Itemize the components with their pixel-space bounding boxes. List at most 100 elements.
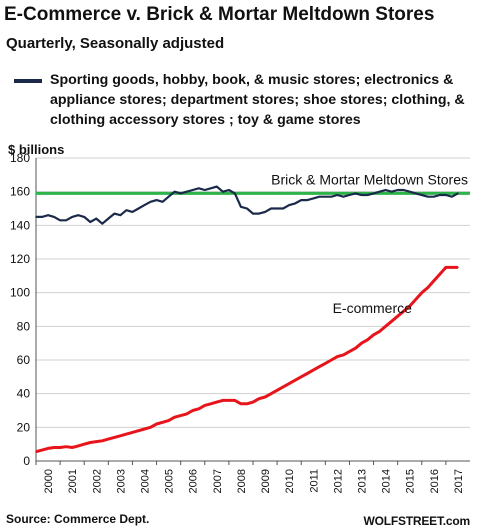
series-0-point-41 (282, 207, 284, 210)
series-1-point-12 (107, 438, 110, 440)
series-1-point-59 (390, 320, 393, 323)
series-0-point-64 (420, 194, 423, 196)
series-0-point-34 (240, 206, 242, 208)
series-1-point-60 (396, 315, 399, 318)
y-tick-label-20: 20 (17, 420, 31, 434)
series-0-point-36 (252, 212, 254, 215)
series-0-point-2 (47, 214, 49, 217)
chart-title: E-Commerce v. Brick & Mortar Meltdown St… (4, 4, 435, 25)
series-1-point-37 (258, 397, 260, 400)
series-1-point-32 (228, 399, 230, 402)
series-1-point-18 (143, 428, 146, 430)
series-1-point-21 (161, 421, 164, 424)
series-0-point-39 (270, 207, 272, 210)
series-0-point-30 (216, 185, 218, 188)
x-tick-label-2003: 2003 (115, 469, 127, 493)
y-tick-label-0: 0 (23, 454, 30, 468)
series-0-point-10 (95, 217, 98, 220)
series-0-point-49 (330, 195, 333, 198)
series-0-point-7 (77, 214, 79, 217)
series-0-point-65 (427, 195, 429, 198)
x-tick-label-2007: 2007 (212, 469, 224, 493)
series-0-point-46 (312, 197, 315, 200)
series-1-point-46 (312, 369, 315, 371)
series-1-point-23 (173, 416, 176, 419)
series-0-point-9 (89, 221, 92, 223)
series-0-point-19 (149, 200, 152, 203)
series-0-point-31 (222, 190, 224, 193)
series-0-point-22 (167, 195, 170, 198)
series-0-point-6 (71, 216, 73, 218)
series-0-point-35 (246, 207, 248, 210)
series-0-point-40 (276, 207, 278, 210)
series-1-point-27 (197, 408, 200, 410)
series-1-point-24 (179, 414, 182, 417)
series-0-point-21 (161, 200, 164, 203)
series-0-point-13 (113, 212, 116, 215)
series-0-point-18 (143, 204, 146, 206)
series-1-point-17 (137, 429, 140, 432)
series-1-point-50 (336, 355, 339, 358)
series-0-point-67 (439, 194, 441, 196)
series-1-point-57 (378, 330, 381, 333)
x-tick-label-2004: 2004 (140, 469, 152, 493)
series-1-point-47 (318, 365, 321, 368)
series-0-point-54 (360, 194, 363, 196)
series-0-point-3 (53, 216, 55, 218)
series-1-point-8 (83, 443, 86, 445)
legend: Sporting goods, hobby, book, & music sto… (10, 70, 470, 130)
series-0-point-4 (59, 219, 61, 222)
x-tick-label-2017: 2017 (453, 469, 465, 493)
x-tick-label-2001: 2001 (67, 469, 79, 493)
series-1-point-38 (264, 396, 266, 398)
y-tick-label-80: 80 (17, 319, 31, 333)
series-1-point-20 (155, 423, 158, 425)
series-1-point-4 (59, 446, 61, 449)
series-0-point-29 (210, 187, 212, 190)
series-0-point-45 (306, 199, 309, 201)
series-1-point-19 (149, 426, 152, 429)
series-1-point-2 (47, 447, 49, 450)
reference-line-label: Brick & Mortar Meltdown Stores (271, 171, 468, 187)
series-1-point-56 (372, 333, 375, 336)
series-1-point-68 (445, 266, 447, 269)
series-0-point-48 (324, 195, 327, 198)
series-1-point-64 (420, 291, 423, 294)
series-1-point-58 (384, 325, 387, 328)
series-1-point-67 (439, 273, 441, 275)
series-0-point-17 (137, 207, 140, 210)
x-tick-label-2002: 2002 (91, 469, 103, 493)
source-note: Source: Commerce Dept. (6, 512, 150, 526)
series-1-point-42 (288, 382, 290, 385)
series-1-point-7 (77, 445, 79, 447)
series-0-point-16 (131, 211, 134, 213)
series-0-point-28 (203, 189, 206, 191)
y-tick-label-140: 140 (10, 218, 30, 232)
series-0-point-68 (445, 194, 447, 196)
series-1-point-30 (216, 401, 218, 403)
series-0-point-66 (433, 195, 435, 198)
series-1-point-45 (306, 372, 309, 375)
series-0-point-24 (179, 192, 182, 195)
series-0-point-69 (451, 195, 453, 198)
series-1-point-48 (324, 362, 327, 365)
series-1-point-22 (167, 419, 170, 422)
series-0-point-15 (125, 209, 128, 211)
series-1-point-15 (125, 433, 128, 435)
series-1-point-51 (342, 354, 345, 356)
series-0-point-60 (396, 189, 399, 191)
x-tick-label-2013: 2013 (357, 469, 369, 493)
ecommerce-annotation: E-commerce (333, 300, 413, 316)
series-1-point-11 (101, 440, 104, 442)
x-tick-label-2009: 2009 (260, 469, 272, 493)
series-0-point-51 (342, 195, 345, 198)
x-tick-label-2008: 2008 (236, 469, 248, 493)
series-1-point-39 (270, 392, 272, 395)
series-1-point-31 (222, 399, 224, 402)
series-1-point-49 (330, 359, 333, 361)
series-1-point-41 (282, 386, 284, 388)
series-1-point-69 (451, 266, 453, 269)
series-0-point-8 (83, 216, 86, 218)
series-1-point-52 (348, 350, 351, 353)
series-0-point-14 (119, 214, 122, 217)
